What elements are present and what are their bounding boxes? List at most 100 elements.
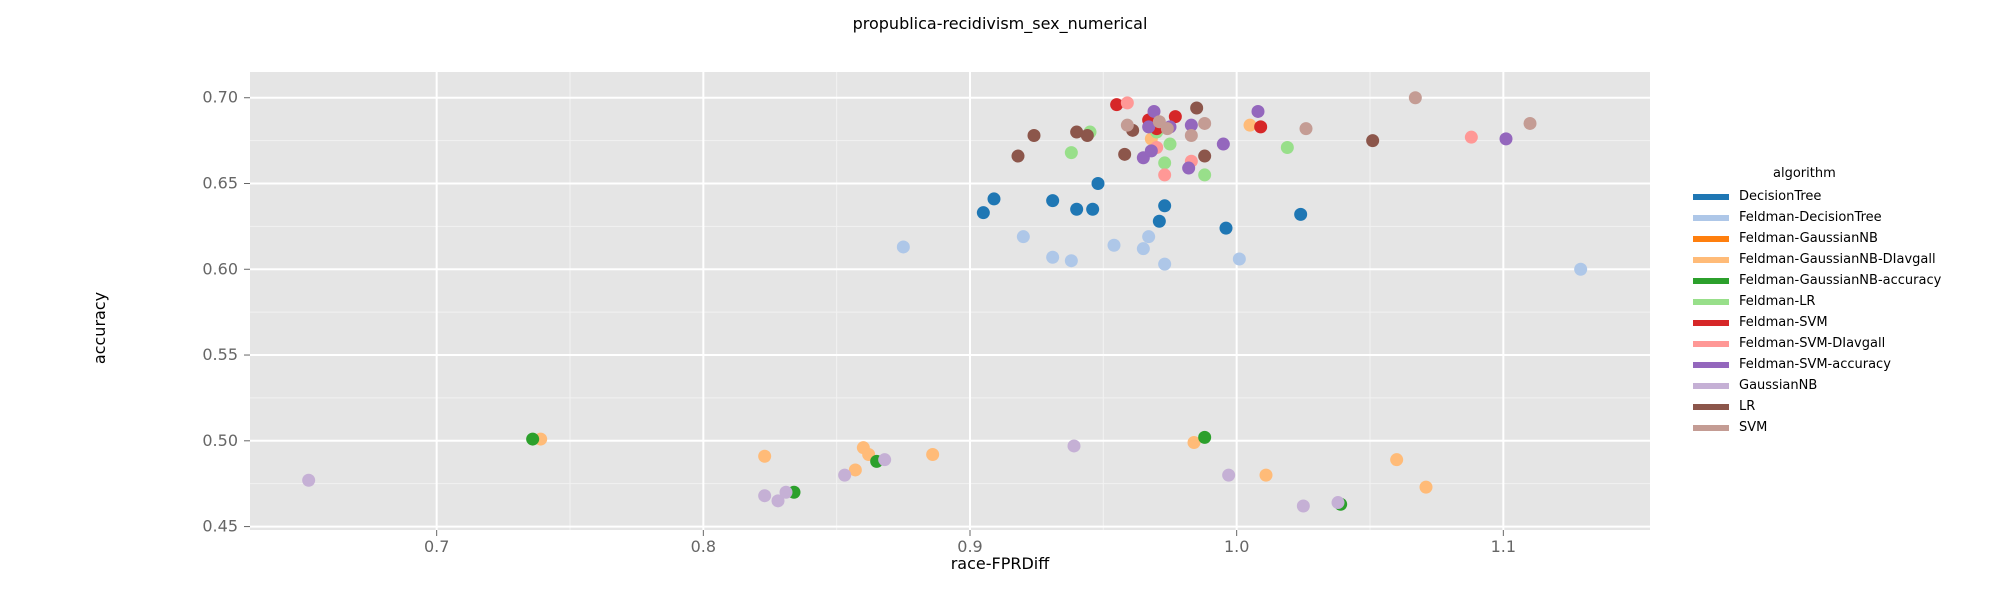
legend-item-feldman-gaussiannb-accuracy: Feldman-GaussianNB-accuracy	[1693, 270, 1941, 291]
data-point-feldman-gaussiannb-diavgall	[926, 448, 940, 462]
legend-swatch	[1693, 403, 1729, 410]
data-point-feldman-decisiontree	[1016, 230, 1030, 244]
data-point-svm	[1299, 122, 1313, 136]
y-tick-label: 0.50	[202, 431, 238, 450]
data-point-gaussiannb	[878, 453, 892, 467]
data-point-decisiontree	[1046, 194, 1060, 208]
data-point-lr	[1190, 101, 1204, 115]
data-point-feldman-decisiontree	[1158, 257, 1172, 271]
data-point-gaussiannb	[758, 489, 772, 503]
legend-swatch	[1693, 256, 1729, 263]
y-tick-label: 0.55	[202, 345, 238, 364]
data-point-gaussiannb	[302, 473, 316, 487]
data-point-lr	[1027, 128, 1041, 142]
legend-item-feldman-svm: Feldman-SVM	[1693, 312, 1941, 333]
legend-item-lr: LR	[1693, 396, 1941, 417]
data-point-feldman-decisiontree	[1232, 252, 1246, 266]
legend-label: DecisionTree	[1739, 189, 1822, 204]
data-point-feldman-gaussiannb-diavgall	[1390, 453, 1404, 467]
data-point-feldman-svm-accuracy	[1184, 118, 1198, 132]
data-points	[302, 91, 1588, 513]
data-point-feldman-svm-accuracy	[1142, 120, 1156, 134]
data-point-feldman-svm-diavgall	[1120, 96, 1134, 110]
x-tick-label: 1.0	[1224, 537, 1249, 556]
data-point-feldman-svm-accuracy	[1251, 104, 1265, 118]
legend-swatch	[1693, 340, 1729, 347]
y-axis-label: accuracy	[90, 292, 109, 364]
data-point-svm	[1120, 118, 1134, 132]
legend-swatch	[1693, 193, 1729, 200]
data-point-decisiontree	[1158, 199, 1172, 213]
legend-swatch	[1693, 277, 1729, 284]
data-point-feldman-gaussiannb-diavgall	[1419, 480, 1433, 494]
data-point-lr	[1118, 147, 1132, 161]
data-point-gaussiannb	[1222, 468, 1236, 482]
legend: algorithm DecisionTree Feldman-DecisionTr…	[1693, 166, 1941, 438]
data-point-gaussiannb	[1296, 499, 1310, 513]
data-point-feldman-svm	[1110, 98, 1124, 112]
data-point-svm	[1184, 128, 1198, 142]
data-point-feldman-decisiontree	[1142, 230, 1156, 244]
data-point-feldman-svm-accuracy	[1147, 104, 1161, 118]
x-tick-label: 0.7	[424, 537, 449, 556]
legend-swatch	[1693, 319, 1729, 326]
data-point-feldman-decisiontree	[1107, 238, 1121, 252]
data-point-feldman-svm	[1168, 110, 1182, 124]
x-axis: 0.7 0.8 0.9 1.0 1.1	[424, 530, 1516, 556]
legend-label: Feldman-DecisionTree	[1739, 210, 1882, 225]
legend-label: Feldman-LR	[1739, 294, 1816, 309]
data-point-feldman-gaussiannb-accuracy	[1198, 430, 1212, 444]
data-point-feldman-svm-accuracy	[1144, 144, 1158, 158]
data-point-feldman-svm-diavgall	[1158, 168, 1172, 182]
data-point-feldman-decisiontree	[1046, 250, 1060, 264]
x-axis-label: race-FPRDiff	[951, 554, 1051, 573]
minor-gridlines	[250, 72, 1650, 530]
data-point-feldman-lr	[1163, 137, 1177, 151]
legend-label: Feldman-GaussianNB-DIavgall	[1739, 252, 1936, 267]
legend-item-svm: SVM	[1693, 417, 1941, 438]
y-tick-label: 0.65	[202, 173, 238, 192]
data-point-feldman-decisiontree	[896, 240, 910, 254]
data-point-feldman-gaussiannb-diavgall	[1243, 118, 1257, 132]
legend-label: Feldman-GaussianNB	[1739, 231, 1878, 246]
data-point-svm	[1523, 116, 1537, 130]
x-tick-label: 1.1	[1491, 537, 1516, 556]
data-point-lr	[1011, 149, 1025, 163]
legend-label: SVM	[1739, 420, 1768, 435]
legend-item-feldman-svm-accuracy: Feldman-SVM-accuracy	[1693, 354, 1941, 375]
data-point-gaussiannb	[779, 485, 793, 499]
x-tick-label: 0.9	[957, 537, 982, 556]
data-point-lr	[1198, 149, 1212, 163]
y-tick-label: 0.45	[202, 517, 238, 536]
legend-swatch	[1693, 424, 1729, 431]
legend-item-feldman-svm-diavgall: Feldman-SVM-DIavgall	[1693, 333, 1941, 354]
data-point-lr	[1080, 128, 1094, 142]
data-point-gaussiannb	[1067, 439, 1081, 453]
data-point-feldman-svm-diavgall	[1464, 130, 1478, 144]
data-point-feldman-svm-accuracy	[1182, 161, 1196, 175]
legend-label: Feldman-SVM-accuracy	[1739, 357, 1891, 372]
legend-label: Feldman-SVM	[1739, 315, 1828, 330]
legend-swatch	[1693, 361, 1729, 368]
data-point-decisiontree	[1091, 176, 1105, 190]
legend-label: Feldman-SVM-DIavgall	[1739, 336, 1886, 351]
data-point-lr	[1070, 125, 1084, 139]
legend-swatch	[1693, 298, 1729, 305]
data-point-feldman-decisiontree	[1574, 262, 1588, 276]
data-point-decisiontree	[976, 206, 990, 220]
legend-label: Feldman-GaussianNB-accuracy	[1739, 273, 1942, 288]
data-point-feldman-lr	[1280, 140, 1294, 154]
x-tick-label: 0.8	[691, 537, 716, 556]
legend-item-gaussiannb: GaussianNB	[1693, 375, 1941, 396]
data-point-feldman-lr	[1158, 156, 1172, 170]
legend-item-feldman-lr: Feldman-LR	[1693, 291, 1941, 312]
legend-item-feldman-decisiontree: Feldman-DecisionTree	[1693, 207, 1941, 228]
data-point-feldman-gaussiannb-diavgall	[848, 463, 862, 477]
y-axis: 0.45 0.50 0.55 0.60 0.65 0.70	[202, 88, 250, 536]
data-point-feldman-gaussiannb-accuracy	[526, 432, 540, 446]
data-point-feldman-lr	[1064, 146, 1078, 160]
legend-title: algorithm	[1773, 166, 1836, 181]
data-point-decisiontree	[1086, 202, 1100, 216]
chart-title: propublica-recidivism_sex_numerical	[853, 14, 1148, 34]
